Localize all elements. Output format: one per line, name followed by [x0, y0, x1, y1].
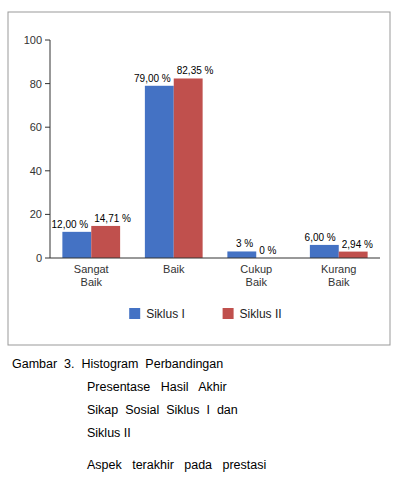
caption-line: Presentase Hasil Akhir — [87, 380, 227, 394]
data-label: 79,00 % — [134, 73, 171, 84]
caption-line: Gambar 3. Histogram Perbandingan — [12, 357, 223, 371]
x-tick-label-line: Baik — [81, 276, 103, 288]
y-axis: 0 20 40 60 80 100 — [24, 34, 50, 264]
x-tick-label: Baik — [163, 263, 185, 275]
y-tick — [45, 40, 50, 41]
y-tick-label: 100 — [24, 34, 42, 46]
y-tick — [45, 83, 50, 84]
x-tick-label-line: Kurang — [321, 263, 356, 275]
legend-label: Siklus II — [240, 307, 282, 321]
caption: Gambar 3. Histogram Perbandingan Presenta… — [12, 357, 266, 472]
caption-line: Sikap Sosial Siklus I dan — [87, 403, 238, 417]
x-tick-label: SangatBaik — [74, 263, 109, 288]
data-label: 6,00 % — [305, 232, 336, 243]
y-tick — [45, 127, 50, 128]
y-tick-label: 80 — [30, 78, 42, 90]
legend-label: Siklus I — [146, 307, 185, 321]
bar — [145, 86, 174, 258]
y-tick-label: 60 — [30, 121, 42, 133]
legend-swatch — [129, 308, 140, 319]
bar — [91, 226, 120, 258]
bar — [339, 252, 368, 258]
bars — [62, 78, 367, 258]
y-axis-line — [50, 40, 51, 258]
data-label: 14,71 % — [94, 213, 131, 224]
y-tick — [45, 258, 50, 259]
y-tick — [45, 214, 50, 215]
legend-swatch — [223, 308, 234, 319]
bar — [310, 245, 339, 258]
y-tick-label: 0 — [36, 252, 42, 264]
data-label: 2,94 % — [342, 239, 373, 250]
data-label: 0 % — [259, 245, 276, 256]
x-tick-label-line: Baik — [163, 263, 185, 275]
data-label: 82,35 % — [177, 65, 214, 76]
x-tick-label-line: Cukup — [240, 263, 272, 275]
data-label: 3 % — [236, 238, 253, 249]
x-tick-label-line: Sangat — [74, 263, 109, 275]
x-tick-label-line: Baik — [246, 276, 268, 288]
x-tick-label-line: Baik — [328, 276, 350, 288]
caption-line: Aspek terakhir pada prestasi — [87, 458, 266, 472]
bar — [227, 251, 256, 258]
caption-line: Siklus II — [87, 426, 131, 440]
x-axis: SangatBaikBaikCukupBaikKurangBaik — [50, 258, 380, 288]
data-label: 12,00 % — [52, 219, 89, 230]
bar — [62, 232, 91, 258]
chart-box — [8, 12, 390, 345]
data-labels: 12,00 % 79,00 % 3 % 6,00 % 14,71 % 82,35 % 0 %… — [52, 65, 373, 256]
y-tick — [45, 170, 50, 171]
chart-figure: 0 20 40 60 80 100 12,00 % 79,00 % 3 % 6,00 % 14,71… — [0, 0, 398, 486]
x-axis-line — [50, 258, 380, 259]
bar — [174, 78, 203, 258]
legend: Siklus I Siklus II — [129, 307, 281, 321]
x-tick-label: KurangBaik — [321, 263, 356, 288]
y-tick-label: 20 — [30, 208, 42, 220]
y-tick-label: 40 — [30, 165, 42, 177]
x-tick-label: CukupBaik — [240, 263, 272, 288]
